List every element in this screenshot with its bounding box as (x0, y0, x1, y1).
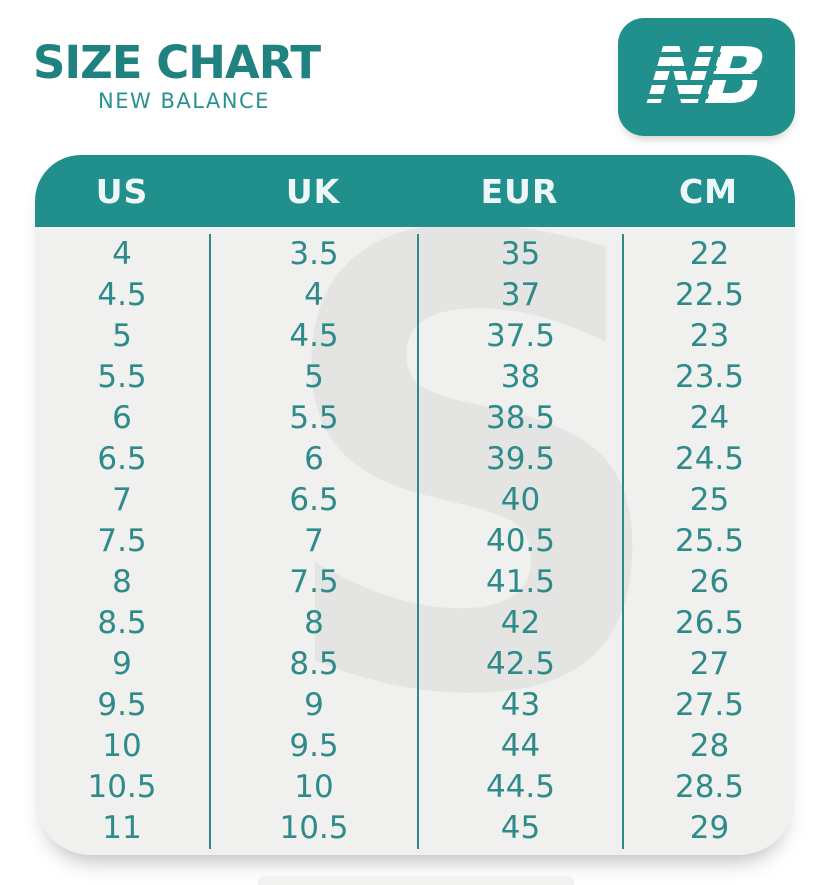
size-cell-eur: 37 (500, 277, 541, 313)
size-cell-uk: 7 (304, 523, 324, 559)
table-header-row: US UK EUR CM (35, 155, 795, 227)
size-cell-eur: 35 (500, 236, 541, 272)
size-cell-eur: 39.5 (485, 441, 556, 477)
size-cell-cm: 24 (689, 400, 730, 436)
size-cell-us: 10 (102, 728, 142, 764)
column-header: UK (285, 171, 341, 211)
column-header: CM (678, 171, 739, 211)
size-cell-eur: 38 (500, 359, 541, 395)
brand-subtitle: NEW BALANCE (98, 88, 270, 113)
size-cell-eur: 42.5 (485, 646, 556, 682)
size-cell-us: 6.5 (97, 441, 147, 477)
size-cell-us: 7.5 (97, 523, 147, 559)
page-title: SIZE CHART (33, 36, 321, 89)
column-us: 4 4.5 5 5.5 6 6.5 7 7.5 8 8.5 9 9.5 10 10.5 11 (35, 234, 209, 849)
size-cell-eur: 41.5 (485, 564, 556, 600)
size-cell-us: 11 (102, 810, 142, 846)
column-eur: 35 37 37.5 38 38.5 39.5 40 40.5 41.5 42 42.5 43 44 44… (417, 234, 622, 849)
size-cell-us: 8 (112, 564, 132, 600)
size-cell-uk: 7.5 (289, 564, 339, 600)
size-cell-eur: 43 (500, 687, 541, 723)
size-cell-us: 10.5 (87, 769, 157, 805)
size-cell-uk: 8 (304, 605, 324, 641)
title-block: SIZE CHART NEW BALANCE (33, 38, 335, 113)
size-cell-cm: 26.5 (674, 605, 745, 641)
size-cell-eur: 37.5 (485, 318, 556, 354)
size-cell-eur: 38.5 (485, 400, 556, 436)
size-cell-us: 9 (112, 646, 132, 682)
size-cell-cm: 26 (689, 564, 730, 600)
size-cell-eur: 40.5 (485, 523, 556, 559)
size-cell-uk: 8.5 (289, 646, 339, 682)
size-cell-uk: 6.5 (289, 482, 339, 518)
size-cell-uk: 3.5 (289, 236, 339, 272)
size-cell-cm: 23 (689, 318, 730, 354)
size-cell-cm: 27.5 (674, 687, 745, 723)
size-cell-uk: 9.5 (289, 728, 339, 764)
size-cell-cm: 24.5 (674, 441, 745, 477)
size-cell-us: 5 (112, 318, 132, 354)
size-cell-cm: 28 (689, 728, 730, 764)
size-cell-eur: 44 (500, 728, 541, 764)
size-cell-uk: 9 (304, 687, 324, 723)
size-cell-cm: 23.5 (674, 359, 745, 395)
bottom-cropped-bar (258, 876, 574, 885)
size-cell-eur: 45 (500, 810, 541, 846)
new-balance-logo: NB (618, 18, 795, 136)
column-uk: 3.5 4 4.5 5 5.5 6 6.5 7 7.5 8 8.5 9 9.5 10 10.5 (209, 234, 417, 849)
size-cell-cm: 27 (689, 646, 730, 682)
table-body: 4 4.5 5 5.5 6 6.5 7 7.5 8 8.5 9 9.5 10 10.5 11 3.5 4 4.5… (35, 227, 795, 849)
size-cell-us: 4.5 (97, 277, 147, 313)
size-cell-cm: 29 (689, 810, 730, 846)
column-header: EUR (480, 171, 559, 211)
size-cell-us: 5.5 (97, 359, 147, 395)
size-cell-uk: 4 (304, 277, 324, 313)
size-cell-us: 8.5 (97, 605, 147, 641)
size-cell-eur: 40 (500, 482, 541, 518)
size-cell-uk: 10 (294, 769, 334, 805)
size-cell-us: 7 (112, 482, 132, 518)
size-cell-cm: 25.5 (674, 523, 745, 559)
size-cell-uk: 6 (304, 441, 324, 477)
size-cell-eur: 42 (500, 605, 541, 641)
size-cell-uk: 10.5 (279, 810, 349, 846)
size-cell-cm: 22.5 (674, 277, 745, 313)
size-cell-us: 9.5 (97, 687, 147, 723)
nb-logo-letters: NB (634, 32, 771, 122)
size-cell-us: 4 (112, 236, 132, 272)
size-cell-cm: 28.5 (674, 769, 745, 805)
size-chart-table: S US UK EUR CM 4 4.5 5 5.5 6 6.5 7 7.5 8 8.5 9 9.5 10 10… (35, 155, 795, 855)
size-cell-uk: 4.5 (289, 318, 339, 354)
size-cell-uk: 5 (304, 359, 324, 395)
column-header: US (95, 171, 149, 211)
size-cell-cm: 22 (689, 236, 730, 272)
size-cell-cm: 25 (689, 482, 730, 518)
size-cell-uk: 5.5 (289, 400, 339, 436)
size-cell-eur: 44.5 (485, 769, 556, 805)
size-cell-us: 6 (112, 400, 132, 436)
column-cm: 22 22.5 23 23.5 24 24.5 25 25.5 26 26.5 27 27.5 28 28… (622, 234, 795, 849)
